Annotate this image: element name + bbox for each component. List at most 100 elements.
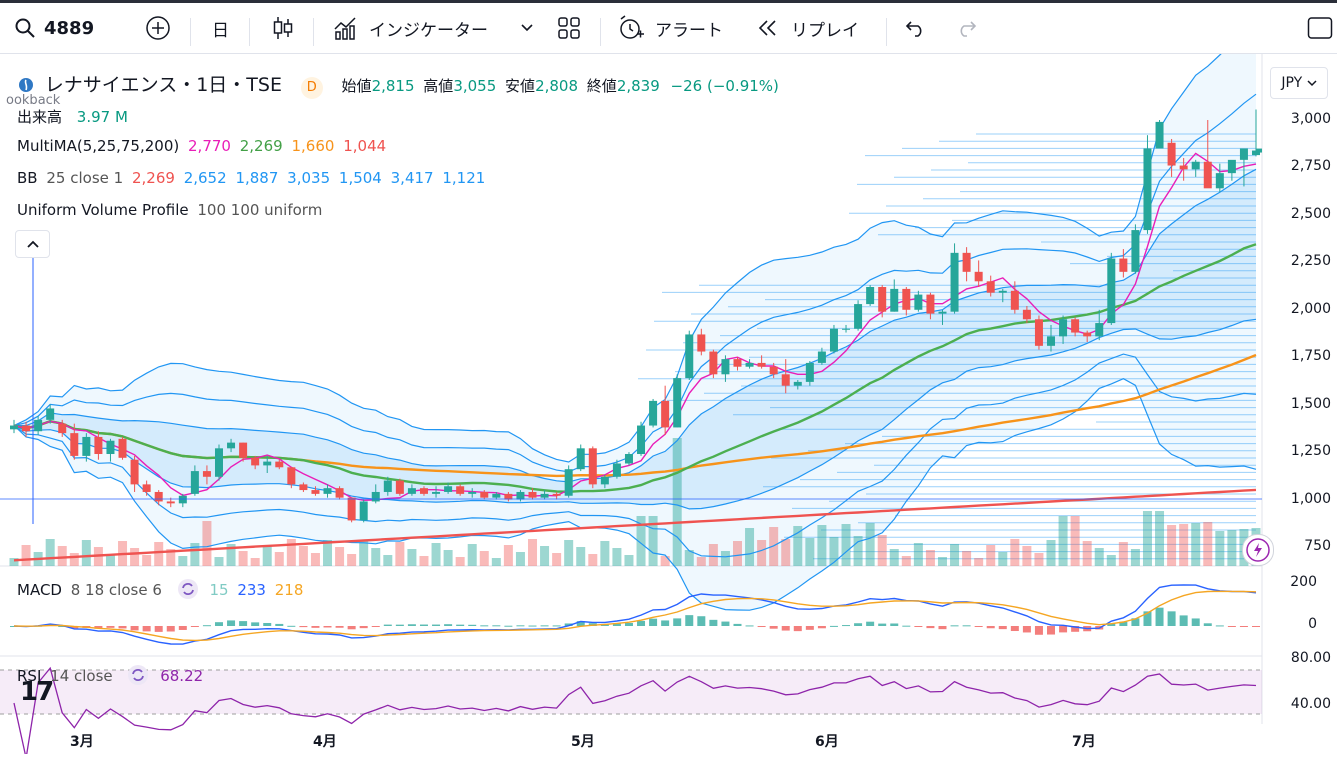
candle-body <box>685 334 694 379</box>
close-value: 2,839 <box>616 77 660 95</box>
rsi-legend[interactable]: RSI 14 close 68.22 <box>17 664 207 686</box>
macd-histogram-bar <box>371 626 380 627</box>
toolbar-divider <box>190 18 191 46</box>
volume-bar <box>1034 553 1044 566</box>
volume-bar <box>286 539 296 566</box>
bb-band-line <box>13 18 1257 463</box>
volume-bar <box>1155 511 1165 566</box>
volume-bar <box>515 552 525 566</box>
toolbar-divider <box>886 18 887 46</box>
symbol-search[interactable]: 4889 <box>14 3 94 53</box>
layout-button[interactable] <box>557 3 581 53</box>
macd-histogram-bar <box>359 626 368 629</box>
price-tick-label: 1,750 <box>1290 348 1331 365</box>
volume-bar <box>419 556 429 566</box>
multima-name: MultiMA(5,25,75,200) <box>17 137 180 155</box>
macd-histogram-bar <box>166 626 175 632</box>
collapse-legend-button[interactable] <box>15 230 50 258</box>
macd-histogram-bar <box>673 618 682 626</box>
volume-value: 3.97 M <box>76 108 128 126</box>
low-value: 2,808 <box>535 77 579 95</box>
price-tick-label: 1,000 <box>1290 490 1331 507</box>
quick-trade-button[interactable] <box>1242 534 1274 566</box>
bb-lower2-value: 1,504 <box>338 169 382 187</box>
redo-icon <box>960 21 977 37</box>
macd-histogram-bar <box>709 619 718 626</box>
replay-button[interactable]: リプレイ <box>757 3 859 53</box>
uvp-legend[interactable]: Uniform Volume Profile 100 100 uniform <box>17 201 326 219</box>
bb-band-line <box>13 378 1257 611</box>
volume-bar <box>503 545 513 566</box>
macd-histogram-bar <box>383 624 392 626</box>
candle-body <box>842 328 851 330</box>
volume-bar <box>467 544 477 566</box>
macd-histogram-bar <box>950 625 959 627</box>
macd-histogram-bar <box>962 625 971 627</box>
open-label: 始値 <box>341 77 372 95</box>
indicators-button[interactable]: インジケーター <box>333 3 488 53</box>
candle-body <box>10 425 18 430</box>
macd-histogram-bar <box>239 621 248 626</box>
candle-body <box>624 454 633 464</box>
macd-histogram-bar <box>986 626 995 629</box>
tradingview-logo-icon[interactable]: 17 <box>20 677 54 707</box>
macd-histogram-bar <box>612 623 621 626</box>
volume-bar <box>226 544 236 566</box>
macd-tick-label: 0 <box>1308 616 1317 632</box>
chart-area[interactable]: レナサイエンス・1日・TSE D 始値2,815 高値3,055 安値2,808… <box>0 18 1337 758</box>
candle-body <box>890 288 899 312</box>
undo-button[interactable] <box>905 3 927 53</box>
macd-histogram-bar <box>154 626 163 632</box>
volume-legend[interactable]: 出来高 3.97 M <box>17 106 132 127</box>
candle-body <box>938 311 947 314</box>
price-tick-label: 2,250 <box>1290 253 1331 270</box>
bb-params: 25 close 1 <box>46 169 124 187</box>
candle-body <box>1010 290 1019 310</box>
candle-body <box>287 467 296 485</box>
macd-histogram-bar <box>829 625 838 627</box>
multima-legend[interactable]: MultiMA(5,25,75,200) 2,770 2,269 1,660 1… <box>17 137 390 155</box>
macd-line <box>13 584 1257 645</box>
volume-bar <box>672 438 682 566</box>
chart-type-button[interactable] <box>272 3 294 53</box>
interval-button[interactable]: 日 <box>212 20 229 41</box>
macd-histogram-bar <box>419 624 428 626</box>
currency-dropdown[interactable]: JPY <box>1270 67 1328 99</box>
candle-body <box>612 463 621 477</box>
compare-button[interactable] <box>145 3 171 53</box>
price-chart-canvas[interactable] <box>0 18 1337 758</box>
volume-bar <box>81 540 91 566</box>
macd-histogram-bar <box>58 625 67 627</box>
chevron-down-icon <box>1307 80 1317 87</box>
volume-bar <box>154 542 164 566</box>
macd-legend[interactable]: MACD 8 18 close 6 15 233 218 <box>17 578 307 600</box>
volume-bar <box>1082 541 1092 566</box>
volume-bar <box>371 548 381 566</box>
fullscreen-button[interactable] <box>1307 3 1333 53</box>
bb-legend[interactable]: BB 25 close 1 2,269 2,652 1,887 3,035 1,… <box>17 169 489 187</box>
candle-body <box>407 488 416 494</box>
volume-bar <box>250 558 260 566</box>
volume-bar <box>962 551 972 566</box>
redo-button[interactable] <box>955 3 977 53</box>
volume-bar <box>1070 516 1080 566</box>
candle-body <box>504 493 513 500</box>
indicator-templates-dropdown[interactable] <box>520 3 534 53</box>
volume-bar <box>841 524 851 566</box>
market-status-badge[interactable]: D <box>300 77 323 99</box>
refresh-icon[interactable] <box>177 578 199 600</box>
volume-bar <box>359 541 369 566</box>
refresh-icon[interactable] <box>127 664 149 686</box>
volume-bar <box>950 544 960 566</box>
macd-histogram-bar <box>576 621 585 626</box>
candle-body <box>154 491 163 502</box>
candle-body <box>190 471 199 494</box>
volume-bar <box>395 542 405 566</box>
volume-bar <box>805 538 815 566</box>
price-tick-label: 750 <box>1304 538 1331 554</box>
alert-button[interactable]: アラート <box>617 3 723 53</box>
volume-bar <box>383 555 393 566</box>
bb-inner-fill <box>14 169 1256 509</box>
price-tick-label: 1,500 <box>1290 395 1331 412</box>
time-tick-label: 4月 <box>313 734 337 750</box>
